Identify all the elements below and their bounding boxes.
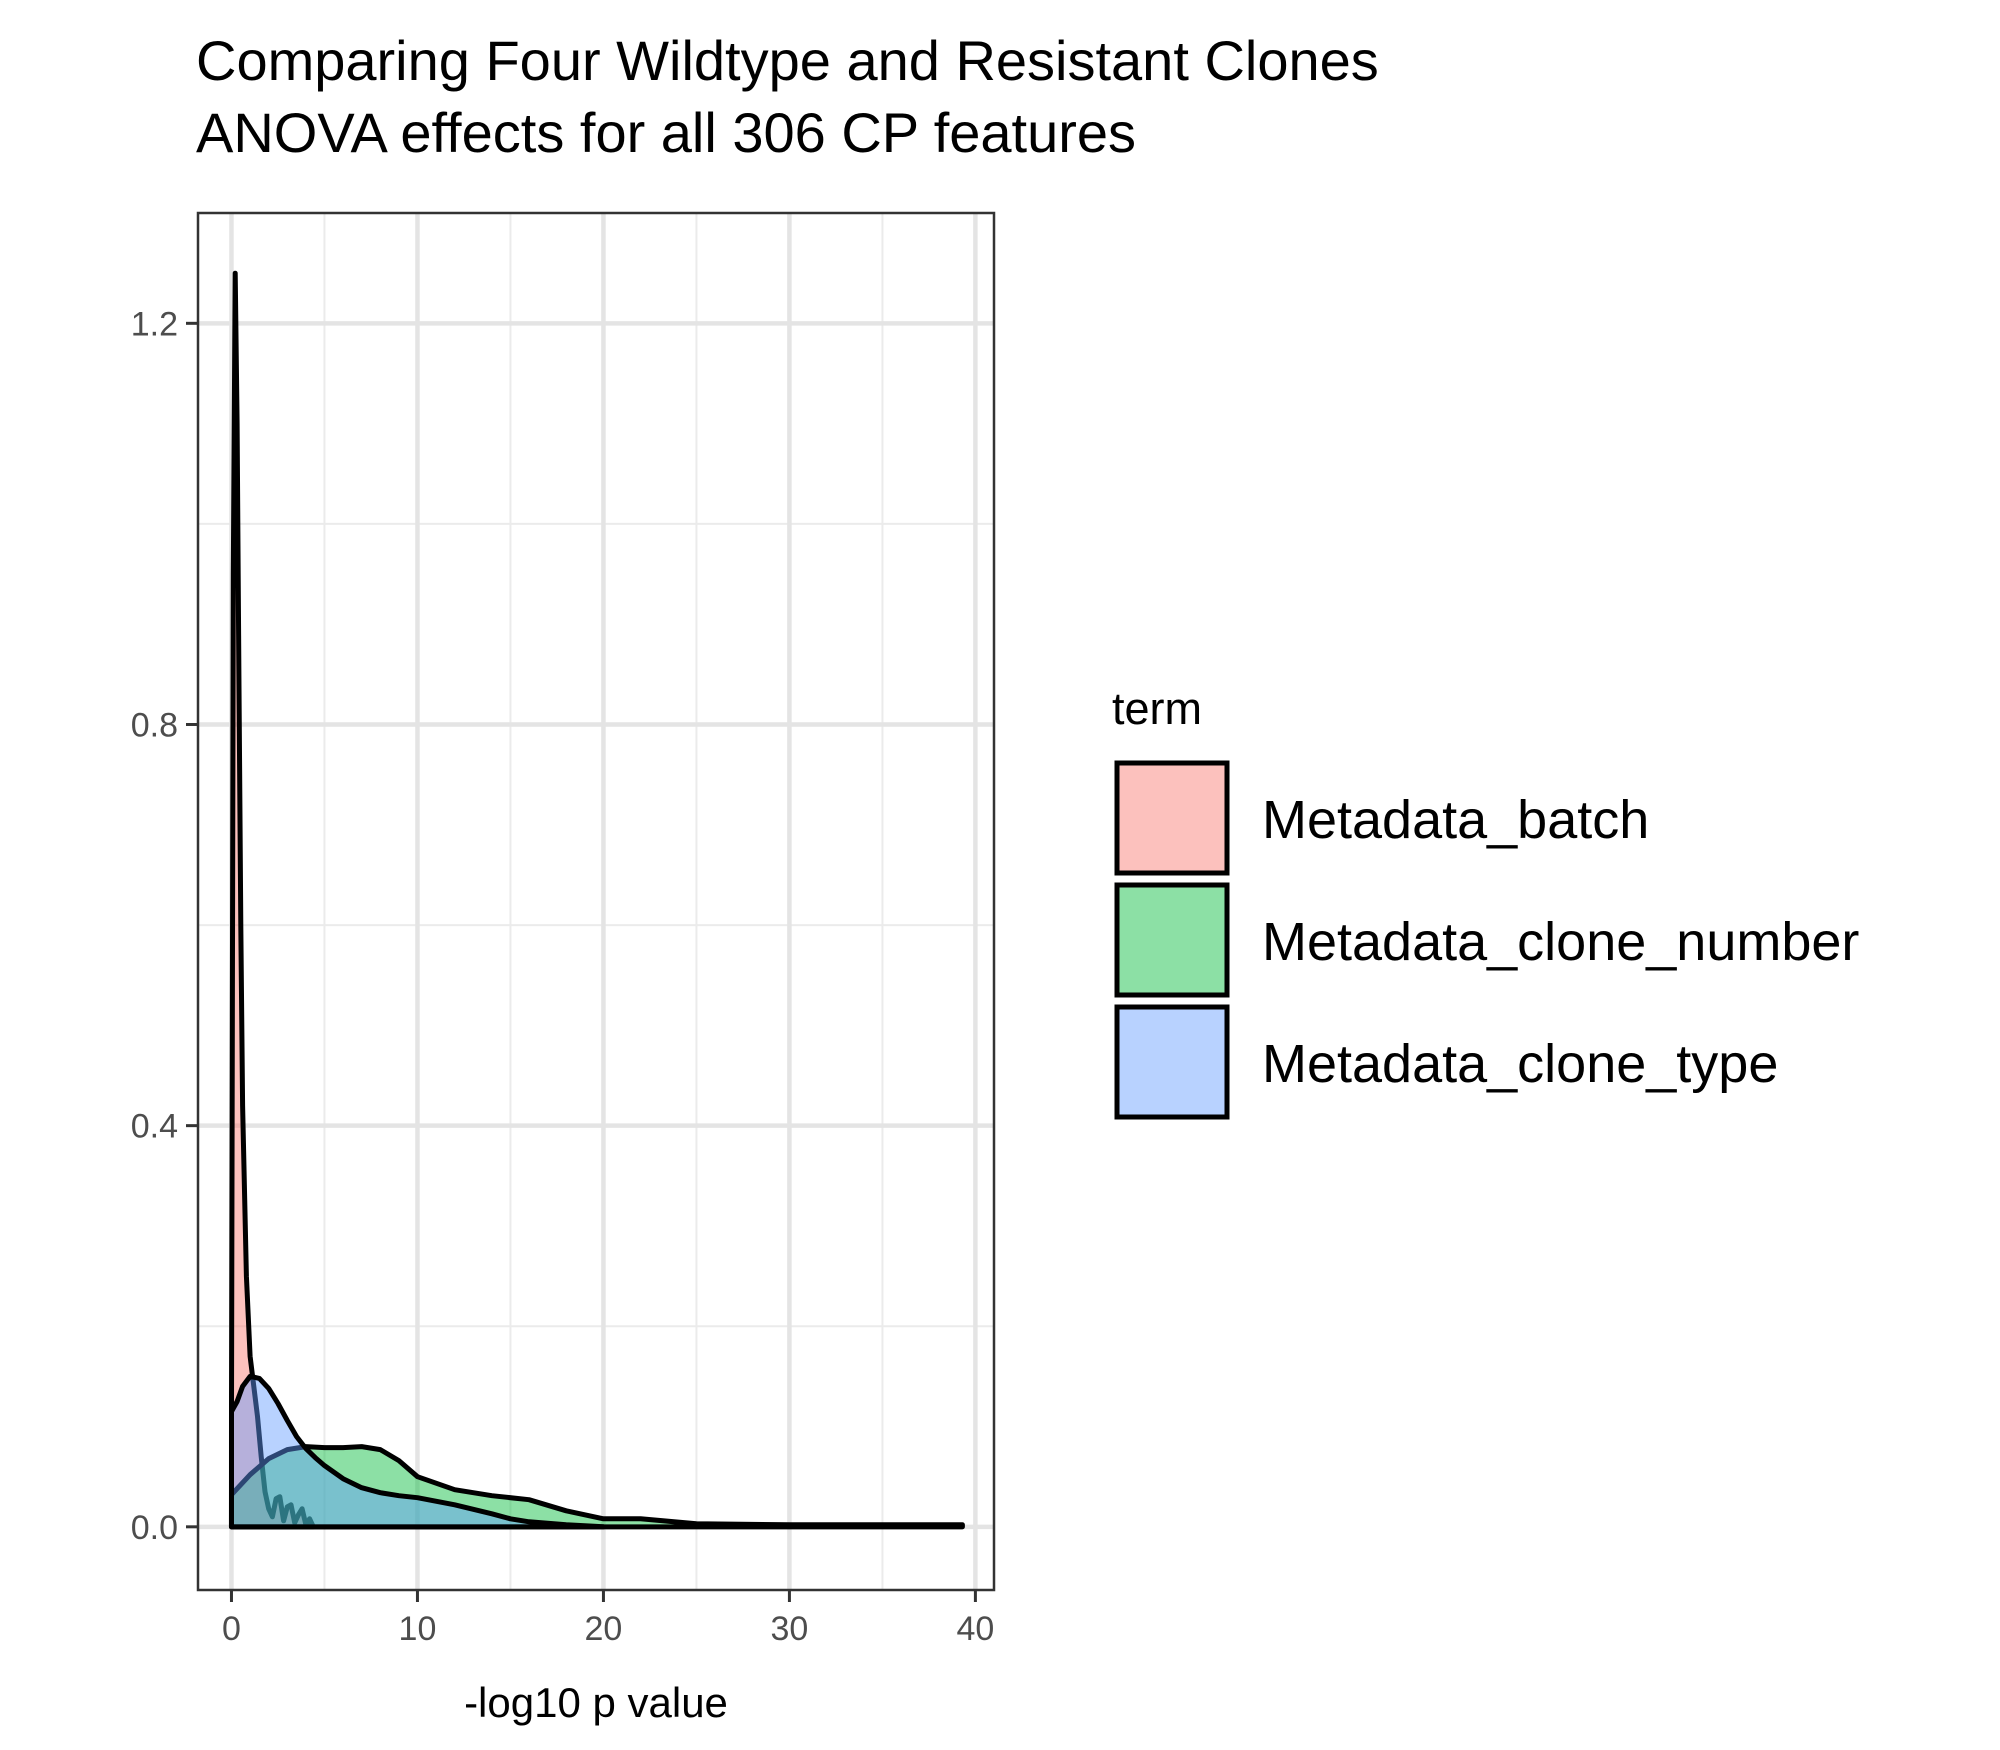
chart-subtitle: ANOVA effects for all 306 CP features (196, 101, 1136, 164)
y-tick-label: 0.8 (131, 706, 178, 744)
legend: term Metadata_batch Metadata_clone_number… (1112, 683, 1859, 1120)
x-tick-label: 0 (222, 1610, 241, 1648)
legend-key-2 (1114, 1004, 1230, 1120)
legend-title: term (1112, 683, 1202, 734)
legend-label-0: Metadata_batch (1262, 790, 1649, 850)
plot-panel (198, 213, 994, 1590)
x-tick-label: 20 (585, 1610, 623, 1648)
density-areas (228, 270, 965, 1530)
density-area-1 (228, 1444, 965, 1530)
y-tick-label: 0.4 (131, 1108, 178, 1146)
plot-border (196, 211, 996, 1592)
y-tick-label: 1.2 (131, 305, 178, 343)
legend-keys: Metadata_batch Metadata_clone_number Metad… (1114, 760, 1859, 1120)
density-area-2 (228, 1373, 606, 1530)
x-tick-label: 40 (956, 1610, 994, 1648)
chart-title: Comparing Four Wildtype and Resistant Cl… (196, 29, 1379, 92)
legend-key-1 (1114, 882, 1230, 998)
x-tick-label: 30 (771, 1610, 809, 1648)
x-axis: 0 10 20 30 40 (222, 1590, 994, 1648)
legend-key-0 (1114, 760, 1230, 876)
legend-label-2: Metadata_clone_type (1262, 1034, 1778, 1094)
y-axis: 0.0 0.4 0.8 1.2 (131, 305, 198, 1547)
legend-label-1: Metadata_clone_number (1262, 912, 1859, 972)
y-tick-label: 0.0 (131, 1509, 178, 1547)
x-tick-label: 10 (399, 1610, 437, 1648)
x-axis-title: -log10 p value (464, 1679, 728, 1726)
